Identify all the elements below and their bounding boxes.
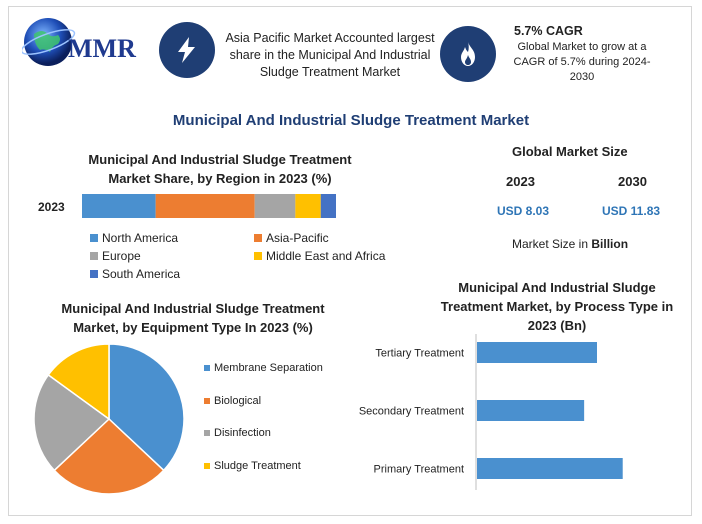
legend-item-south-america: South America <box>90 267 180 281</box>
lightning-icon <box>159 22 215 78</box>
pie-slice-membrane-separation <box>108 343 185 472</box>
legend-label: Disinfection <box>214 427 271 439</box>
legend-swatch <box>254 252 262 260</box>
region-bar-year-label: 2023 <box>38 200 65 214</box>
bar-primary-treatment <box>477 458 623 479</box>
bar-tertiary-treatment <box>477 342 597 363</box>
flame-icon <box>440 26 496 82</box>
market-size-unit: Market Size in Billion <box>512 237 629 251</box>
main-title: Municipal And Industrial Sludge Treatmen… <box>172 112 530 129</box>
process-chart-title: Municipal And Industrial Sludge Treatmen… <box>440 280 674 333</box>
asia-pacific-highlight: Asia Pacific Market Accounted largest sh… <box>225 31 435 79</box>
legend-item-europe: Europe <box>90 249 141 263</box>
legend-item-biological: Biological <box>204 395 261 407</box>
legend-item-middle-east-and-africa: Middle East and Africa <box>254 249 385 263</box>
region-segment-asia-pacific <box>155 194 255 218</box>
process-bar-chart: Tertiary Treatment Secondary Treatment Pri… <box>359 334 623 490</box>
legend-item-sludge-treatment: Sludge Treatment <box>204 460 301 472</box>
global-size-title: Global Market Size <box>512 144 628 159</box>
legend-swatch <box>90 270 98 278</box>
globe-icon <box>22 18 76 66</box>
equipment-chart-title: Municipal And Industrial Sludge Treatmen… <box>61 301 325 335</box>
category-label-primary-treatment: Primary Treatment <box>374 464 464 476</box>
region-segment-europe <box>254 194 296 218</box>
bar-secondary-treatment <box>477 400 585 421</box>
legend-label: Membrane Separation <box>214 362 323 374</box>
legend-swatch <box>204 462 210 469</box>
region-chart-title: Municipal And Industrial Sludge Treatmen… <box>88 152 352 186</box>
legend-item-disinfection: Disinfection <box>204 427 271 439</box>
legend-swatch <box>204 397 210 404</box>
global-size-value-2023: USD 8.03 <box>497 204 550 218</box>
category-label-tertiary-treatment: Tertiary Treatment <box>375 348 464 360</box>
legend-swatch <box>90 234 98 242</box>
legend-label: Europe <box>102 249 141 263</box>
legend-label: South America <box>102 267 181 281</box>
pie-slice-disinfection <box>33 373 111 472</box>
legend-swatch <box>204 430 210 436</box>
region-segment-middle-east-and-africa <box>295 194 321 218</box>
legend-swatch <box>254 234 262 242</box>
pie-slice-sludge-treatment <box>47 343 110 421</box>
infographic-frame <box>8 6 692 516</box>
legend-item-north-america: North America <box>90 231 178 245</box>
global-size-year-2023: 2023 <box>506 174 535 189</box>
legend-label: North America <box>102 231 179 245</box>
global-size-value-2030: USD 11.83 <box>602 204 661 218</box>
global-size-year-2030: 2030 <box>618 174 647 189</box>
legend-swatch <box>90 252 98 260</box>
equipment-pie-chart <box>33 343 185 495</box>
legend-label: Sludge Treatment <box>214 459 301 472</box>
region-legend: North America Asia-Pacific Europe Middle Ea… <box>90 231 420 283</box>
legend-item-asia-pacific: Asia-Pacific <box>254 231 329 245</box>
region-segment-south-america <box>320 194 336 218</box>
legend-swatch <box>204 365 210 371</box>
pie-slice-biological <box>53 417 165 495</box>
logo-text: MMR <box>68 34 136 63</box>
region-segment-north-america <box>82 194 156 218</box>
cagr-title: 5.7% CAGR <box>514 24 583 38</box>
region-stacked-bar <box>82 194 336 218</box>
legend-label: Asia-Pacific <box>266 231 329 245</box>
category-label-secondary-treatment: Secondary Treatment <box>359 406 464 418</box>
cagr-description: Global Market to grow at a CAGR of 5.7% … <box>513 41 651 83</box>
legend-label: Biological <box>214 394 262 407</box>
legend-item-membrane-separation: Membrane Separation <box>204 362 323 374</box>
legend-label: Middle East and Africa <box>266 249 386 263</box>
